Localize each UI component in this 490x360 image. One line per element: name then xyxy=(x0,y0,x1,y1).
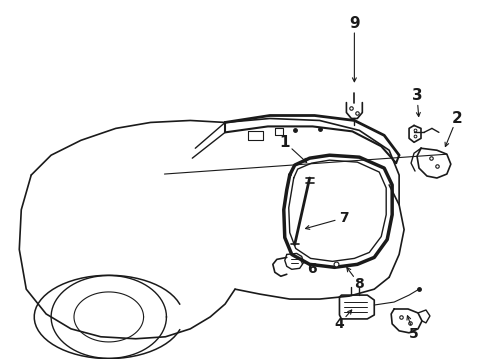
Text: 5: 5 xyxy=(409,327,419,341)
Text: 6: 6 xyxy=(307,262,317,276)
Text: 7: 7 xyxy=(340,211,349,225)
Text: 4: 4 xyxy=(335,317,344,331)
Text: 3: 3 xyxy=(412,88,422,103)
Text: 9: 9 xyxy=(349,16,360,31)
Text: 2: 2 xyxy=(451,111,462,126)
Text: 1: 1 xyxy=(279,135,290,150)
Text: 8: 8 xyxy=(354,277,364,291)
